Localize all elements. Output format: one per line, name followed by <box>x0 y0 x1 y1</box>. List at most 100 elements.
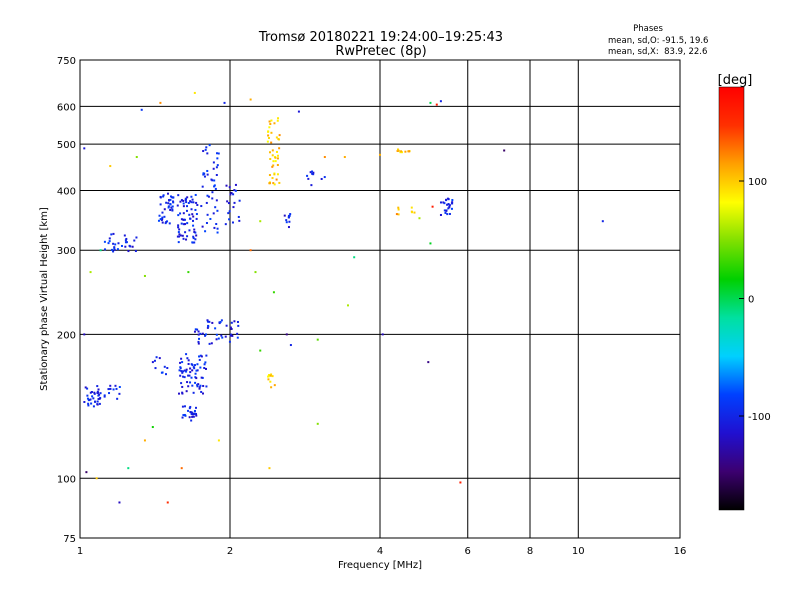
data-point <box>228 186 231 189</box>
data-point <box>85 471 88 474</box>
data-point <box>181 385 184 388</box>
data-point <box>189 371 192 374</box>
data-point <box>170 206 173 209</box>
data-point <box>188 374 191 377</box>
data-point <box>201 376 204 379</box>
data-point <box>89 398 92 401</box>
data-point <box>191 411 194 414</box>
data-point <box>285 333 288 336</box>
data-point <box>211 321 214 324</box>
data-point <box>343 156 346 159</box>
data-point <box>154 367 157 370</box>
data-point <box>114 384 117 387</box>
data-point <box>443 202 446 205</box>
data-point <box>182 205 185 208</box>
data-point <box>195 213 198 216</box>
x-tick-label: 4 <box>377 546 383 557</box>
data-point <box>200 355 203 358</box>
data-point <box>178 233 181 236</box>
data-point <box>411 211 414 214</box>
data-point <box>192 415 195 418</box>
data-point <box>92 405 95 408</box>
data-point <box>189 367 192 370</box>
data-point <box>271 375 274 378</box>
data-point <box>215 338 218 341</box>
data-point <box>194 328 197 331</box>
data-point <box>193 91 196 94</box>
data-point <box>87 404 90 407</box>
data-point <box>273 384 276 387</box>
data-point <box>397 213 400 216</box>
x-tick-label: 1 <box>77 546 83 557</box>
data-point <box>97 394 100 397</box>
data-point <box>108 237 111 240</box>
data-point <box>195 369 198 372</box>
data-point <box>306 174 309 177</box>
data-point <box>196 383 199 386</box>
data-point <box>165 201 168 204</box>
data-point <box>178 235 181 238</box>
data-point <box>268 467 271 470</box>
data-point <box>179 367 182 370</box>
data-point <box>211 197 214 200</box>
x-tick-label: 6 <box>465 546 471 557</box>
data-point <box>199 354 202 357</box>
data-point <box>164 373 167 376</box>
stats-line-o: mean, sd,O: -91.5, 19.6 <box>608 36 708 46</box>
data-point <box>192 224 195 227</box>
data-point <box>123 234 126 237</box>
data-point <box>188 229 191 232</box>
data-point <box>202 384 205 387</box>
data-point <box>194 238 197 241</box>
data-point <box>311 170 314 173</box>
data-point <box>208 342 211 345</box>
data-point <box>195 217 198 220</box>
data-point <box>443 209 446 212</box>
data-point <box>195 234 198 237</box>
data-point <box>310 184 313 187</box>
data-point <box>197 340 200 343</box>
x-tick-label: 16 <box>674 546 687 557</box>
y-tick-label: 600 <box>57 102 76 113</box>
data-point <box>158 357 161 360</box>
data-point <box>192 391 195 394</box>
data-point <box>311 172 314 175</box>
y-tick-label: 300 <box>57 246 76 257</box>
data-point <box>203 175 206 178</box>
data-point <box>134 250 137 253</box>
data-point <box>230 327 233 330</box>
data-point <box>204 367 207 370</box>
data-point <box>187 385 190 388</box>
data-point <box>267 378 270 381</box>
data-point <box>191 369 194 372</box>
data-point <box>110 233 113 236</box>
data-point <box>191 241 194 244</box>
data-point <box>197 333 200 336</box>
data-point <box>276 164 279 167</box>
data-point <box>450 207 453 210</box>
data-point <box>125 241 128 244</box>
data-point <box>206 173 209 176</box>
data-point <box>278 181 281 184</box>
data-point <box>183 218 186 221</box>
data-point <box>283 214 286 217</box>
data-point <box>124 245 127 248</box>
x-axis-ticks: 1 2 4 6 8 10 16 <box>77 546 687 557</box>
data-point <box>109 165 112 168</box>
data-point <box>162 195 165 198</box>
data-point <box>445 209 448 212</box>
data-point <box>238 219 241 222</box>
data-point <box>448 206 451 209</box>
data-point <box>230 321 233 324</box>
data-point <box>181 234 184 237</box>
data-point <box>267 375 270 378</box>
plot-frame <box>79 59 681 539</box>
data-point <box>439 201 442 204</box>
data-point <box>160 371 163 374</box>
data-point <box>196 369 199 372</box>
data-point <box>89 391 92 394</box>
x-tick-label: 2 <box>227 546 233 557</box>
data-point <box>87 402 90 405</box>
data-point <box>161 216 164 219</box>
data-point <box>167 202 170 205</box>
